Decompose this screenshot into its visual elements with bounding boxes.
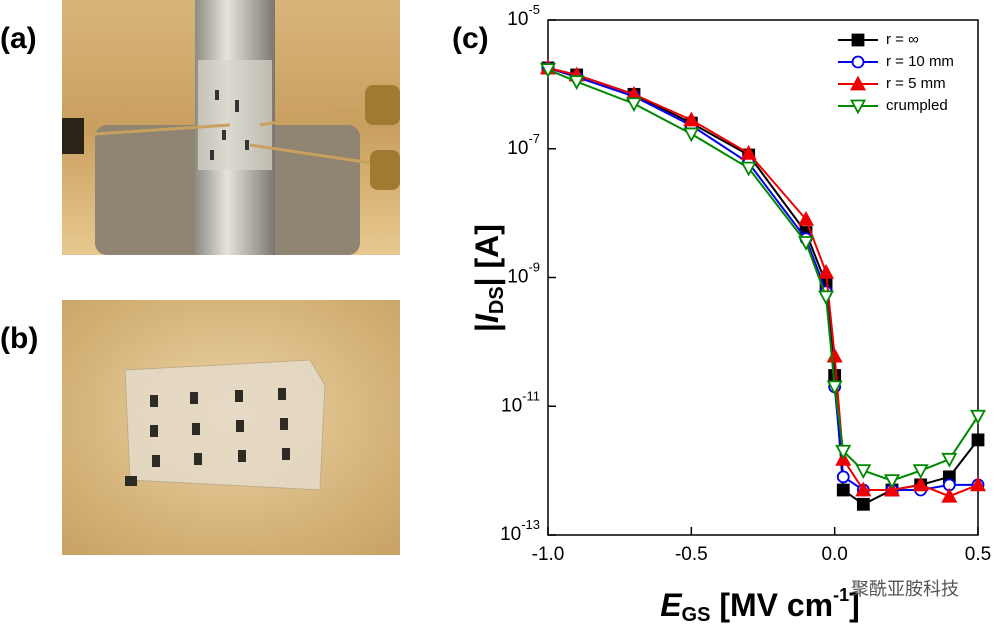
legend-marker [851,55,865,69]
legend-label: r = 10 mm [886,53,954,70]
data-point [683,111,700,127]
data-point [826,380,843,396]
data-point [797,210,815,226]
y-tick-label: 10-13 [500,517,540,545]
data-point [912,464,929,480]
x-tick-label: 0.5 [965,544,991,565]
data-point [740,144,757,160]
data-point [912,476,929,492]
y-tick-label: 10-7 [507,131,540,159]
data-point [855,464,872,480]
legend-marker [851,33,865,47]
data-point [836,483,850,497]
legend-marker [849,99,867,115]
legend-label: r = ∞ [886,31,919,48]
x-title-part: [MV cm [710,587,833,623]
data-point [683,127,700,143]
data-point [941,452,958,468]
y-axis-title: |IDS| [A] [469,224,508,332]
panel-label: (c) [452,22,489,55]
y-tick-label: 10-11 [501,389,540,417]
y-tick-base: 10 [507,267,528,288]
panel-label: (a) [0,22,37,55]
series-line [547,66,979,498]
data-point [855,481,872,497]
data-point [625,97,643,113]
y-tick-label: 10-5 [507,2,540,30]
series-line [547,68,979,482]
watermark: 聚酰亚胺科技 [851,579,959,599]
data-point [883,474,901,489]
x-tick-label: 0.0 [821,544,847,565]
x-title-part: E [660,587,683,623]
panel-label: (b) [0,322,38,355]
y-tick-exponent: -9 [528,260,540,275]
data-point [883,481,901,497]
y-title-part: | [469,323,505,332]
legend-label: crumpled [886,97,948,114]
series-line [547,66,978,492]
x-title-part: GS [682,604,711,626]
x-tick-label: -1.0 [532,544,565,565]
y-title-part: | [A] [469,224,505,286]
y-tick-base: 10 [501,395,522,416]
data-point [818,290,835,306]
data-point [568,75,585,91]
y-title-part: DS [486,286,508,314]
y-tick-base: 10 [507,9,528,30]
photo-a [62,0,400,255]
y-tick-exponent: -13 [521,517,540,532]
photo-b [62,300,400,555]
y-title-part: I [469,313,505,323]
data-point [971,433,985,447]
y-tick-base: 10 [507,138,528,159]
series-line [547,66,979,506]
data-point [797,236,815,251]
x-title-part: ] [849,587,860,623]
data-point [740,161,757,177]
y-tick-exponent: -11 [522,389,540,404]
data-point [856,497,870,511]
x-axis-title: EGS [MV cm-1] [660,585,860,627]
data-point [969,409,987,425]
legend-label: r = 5 mm [886,75,946,92]
data-point [539,63,557,78]
data-point [826,347,843,363]
data-point [835,444,852,460]
data-point [969,476,987,492]
y-tick-base: 10 [500,524,521,545]
data-point [836,470,850,484]
data-point [818,264,835,279]
legend-marker [849,75,867,91]
x-tick-label: -0.5 [675,544,708,565]
data-point [941,487,958,503]
y-tick-label: 10-9 [507,260,540,288]
x-title-part: -1 [833,585,849,605]
y-tick-exponent: -7 [528,131,540,146]
y-tick-exponent: -5 [528,2,540,17]
